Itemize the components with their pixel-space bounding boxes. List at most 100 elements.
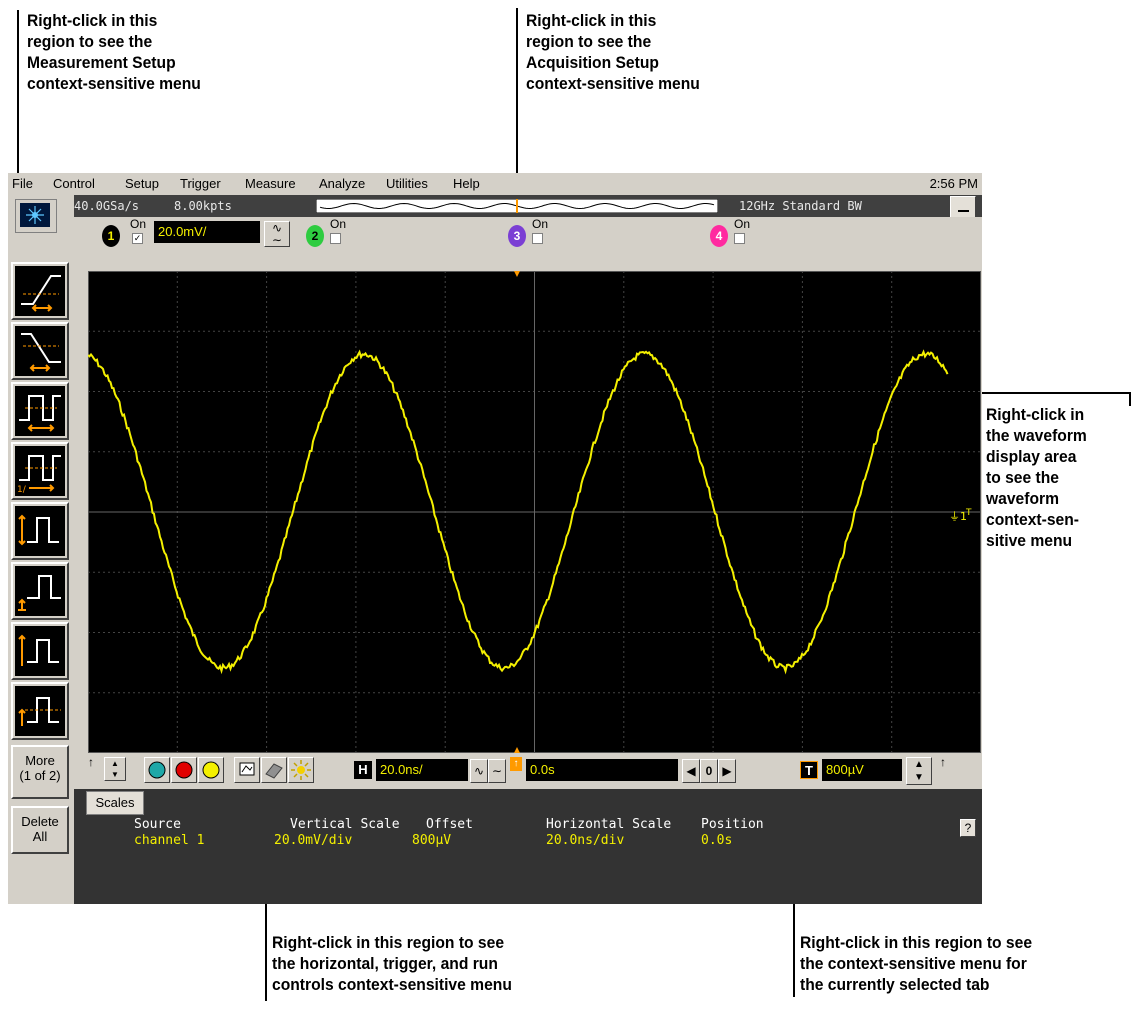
channel-4-badge[interactable]: 4	[710, 225, 728, 247]
horizontal-fine-down-button[interactable]: ∿	[470, 759, 488, 783]
svg-text:⏚1: ⏚1	[949, 510, 967, 523]
tab-panel[interactable]: Scales Source Vertical Scale Offset Hori…	[74, 789, 982, 904]
more-measurements-button[interactable]: More (1 of 2)	[11, 745, 69, 799]
single-icon	[202, 761, 220, 779]
frequency-button[interactable]: 1/	[11, 442, 69, 500]
delay-zero-button[interactable]: 0	[700, 759, 718, 783]
callout-acquisition-setup: Right-click in this region to see the Ac…	[526, 11, 700, 93]
header-offset: Offset	[426, 817, 473, 832]
single-button[interactable]	[198, 757, 224, 783]
value-position: 0.0s	[701, 833, 733, 848]
menu-help[interactable]: Help	[453, 176, 480, 191]
vmax-button[interactable]	[11, 622, 69, 680]
menu-utilities[interactable]: Utilities	[386, 176, 428, 191]
trigger-level-field[interactable]: 800µV	[822, 759, 902, 781]
channel-2-on-label: On	[330, 217, 347, 231]
vmin-button[interactable]	[11, 562, 69, 620]
menu-bar[interactable]: File Control Setup Trigger Measure Analy…	[8, 173, 982, 195]
trigger-level-spinner[interactable]: ▲ ▼	[906, 757, 932, 785]
sample-rate: 40.0GSa/s	[74, 199, 140, 213]
oscilloscope-app-window: File Control Setup Trigger Measure Analy…	[8, 173, 982, 904]
callout-tab-area: Right-click in this region to see the co…	[800, 933, 1033, 994]
channel-1-badge[interactable]: 1	[102, 225, 120, 247]
horizontal-fine-up-button[interactable]: ∼	[488, 759, 506, 783]
memory-depth: 8.00kpts	[174, 199, 232, 213]
fall-time-icon	[21, 333, 61, 372]
value-vertical-scale: 20.0mV/div	[274, 833, 353, 848]
period-button[interactable]	[11, 382, 69, 440]
clock: 2:56 PM	[929, 176, 978, 191]
minimize-button[interactable]	[950, 196, 976, 220]
delay-left-button[interactable]: ◀	[682, 759, 700, 783]
value-horizontal-scale: 20.0ns/div	[546, 833, 625, 848]
menu-setup[interactable]: Setup	[125, 176, 159, 191]
callout-line-tab	[793, 858, 795, 997]
tab-scales[interactable]: Scales	[86, 791, 144, 815]
run-icon	[148, 761, 166, 779]
channel-4-on-label: On	[734, 217, 751, 231]
callout-line-measurement	[17, 10, 19, 250]
menu-control[interactable]: Control	[53, 176, 95, 191]
scroll-spinner[interactable]: ▲ ▼	[104, 757, 126, 781]
trigger-position-top-marker	[514, 271, 520, 277]
vavg-icon	[18, 697, 61, 726]
svg-text:1/: 1/	[17, 485, 27, 495]
vavg-button[interactable]	[11, 682, 69, 740]
delay-field[interactable]: 0.0s	[526, 759, 678, 781]
memory-bar-icon	[316, 199, 718, 213]
horizontal-scale-field[interactable]: 20.0ns/	[376, 759, 468, 781]
channel-3-on-label: On	[532, 217, 549, 231]
logo-button[interactable]	[15, 199, 57, 233]
control-bar[interactable]: ↑ ▲ ▼ H 20.0ns/ ∿ ∼ ↑ 0.0s ◀ 0 ▶ T 800µV …	[74, 753, 982, 789]
header-horizontal-scale: Horizontal Scale	[546, 817, 672, 832]
channel-3-checkbox[interactable]	[532, 233, 543, 244]
channel-2-checkbox[interactable]	[330, 233, 341, 244]
help-button[interactable]: ?	[960, 819, 976, 837]
header-position: Position	[701, 817, 764, 832]
callout-horizontal-controls: Right-click in this region to see the ho…	[272, 933, 512, 994]
channel-2-badge[interactable]: 2	[306, 225, 324, 247]
run-button[interactable]	[144, 757, 170, 783]
autoscale-button[interactable]	[234, 757, 260, 783]
minimize-icon	[958, 210, 969, 212]
menu-trigger[interactable]: Trigger	[180, 176, 221, 191]
acquisition-bar[interactable]: 40.0GSa/s 8.00kpts 12GHz Standard BW	[74, 195, 982, 220]
delay-right-button[interactable]: ▶	[718, 759, 736, 783]
menu-analyze[interactable]: Analyze	[319, 176, 366, 191]
header-vertical-scale: Vertical Scale	[290, 817, 400, 832]
autoscale-icon	[239, 762, 255, 776]
channel-1-checkbox[interactable]: ✓	[132, 233, 143, 244]
vmax-icon	[18, 634, 59, 666]
period-icon	[19, 395, 61, 432]
rise-time-button[interactable]	[11, 262, 69, 320]
callout-line-waveform-v	[1129, 392, 1131, 406]
channel-1-scale-field[interactable]: 20.0mV/	[154, 221, 260, 243]
vpp-icon	[18, 514, 59, 546]
brightness-icon	[291, 760, 311, 780]
channel-bar: 1 On ✓ 20.0mV/ ∿ ∼ 2 On 3 On 4 On	[74, 217, 982, 271]
value-source: channel 1	[134, 833, 205, 848]
brightness-button[interactable]	[288, 757, 314, 783]
delay-reference-icon: ↑	[510, 757, 522, 771]
frequency-icon: 1/	[17, 455, 61, 495]
callout-line-acquisition	[516, 8, 518, 193]
channel-4-checkbox[interactable]	[734, 233, 745, 244]
vmin-icon	[18, 575, 61, 611]
stop-button[interactable]	[171, 757, 197, 783]
waveform-display[interactable]: ⏚1 T	[87, 271, 981, 753]
clear-display-button[interactable]	[261, 757, 287, 783]
menu-measure[interactable]: Measure	[245, 176, 296, 191]
trigger-label: T	[800, 761, 818, 779]
callout-measurement-setup: Right-click in this region to see the Me…	[27, 11, 201, 93]
channel-1-on-label: On	[130, 217, 147, 231]
vpp-button[interactable]	[11, 502, 69, 560]
fall-time-button[interactable]	[11, 322, 69, 380]
channel-1-coupling-button[interactable]: ∿ ∼	[264, 221, 290, 247]
trigger-marker-icon: ↑	[940, 755, 946, 769]
trigger-position-bottom-marker	[514, 747, 520, 753]
menu-file[interactable]: File	[12, 176, 33, 191]
bandwidth: 12GHz Standard BW	[739, 199, 862, 213]
channel-3-badge[interactable]: 3	[508, 225, 526, 247]
delete-all-button[interactable]: Delete All	[11, 806, 69, 854]
svg-text:T: T	[965, 508, 972, 518]
